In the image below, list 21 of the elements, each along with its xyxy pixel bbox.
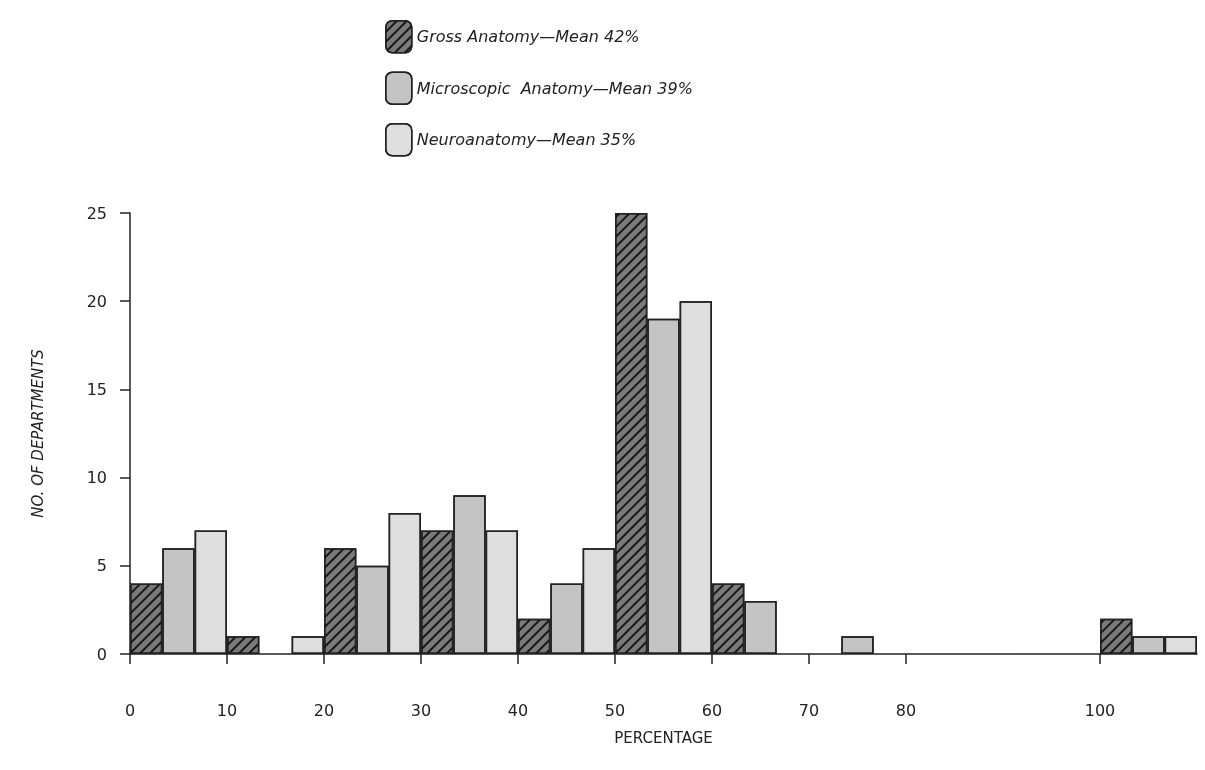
legend-label: Microscopic Anatomy—Mean 39% [416, 78, 693, 98]
x-tick-label: 0 [124, 700, 136, 720]
x-tick-label: 50 [604, 700, 626, 720]
y-tick-label: 25 [86, 203, 107, 223]
y-axis-title: NO. OF DEPARTMENTS [28, 348, 47, 518]
y-tick-label: 20 [86, 291, 107, 311]
x-tick-label: 80 [895, 700, 917, 720]
x-tick-label: 40 [507, 700, 529, 720]
x-tick-label: 100 [1084, 700, 1116, 720]
y-tick-label: 0 [96, 644, 107, 664]
legend-label: Gross Anatomy—Mean 42% [416, 27, 640, 47]
x-tick-label: 30 [410, 700, 432, 720]
x-tick-label: 60 [701, 700, 723, 720]
x-axis-title: PERCENTAGE [614, 728, 713, 747]
x-tick-label: 20 [313, 700, 335, 720]
legend-label: Neuroanatomy—Mean 35% [416, 130, 637, 150]
y-tick-label: 10 [86, 468, 107, 488]
x-tick-label: 70 [798, 700, 820, 720]
y-tick-label: 15 [86, 379, 107, 399]
y-tick-label: 5 [96, 556, 107, 576]
x-tick-label: 10 [216, 700, 238, 720]
